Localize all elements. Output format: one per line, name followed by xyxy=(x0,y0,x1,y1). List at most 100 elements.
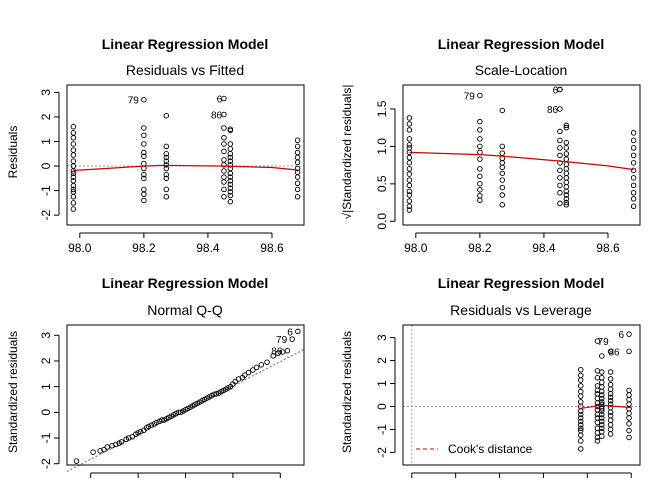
data-point xyxy=(113,441,119,448)
data-point xyxy=(70,141,77,147)
data-point xyxy=(141,171,147,178)
data-point xyxy=(578,411,584,418)
plot-area: 79 6 86 0.0 0.5 1.0 1.5 98.0 98.2 98.4 98.6 xyxy=(375,84,641,255)
data-point xyxy=(141,141,147,147)
data-point xyxy=(557,200,563,207)
residuals-vs-fitted-panel: Linear Regression Model Residuals vs Fit… xyxy=(6,36,305,255)
scale-location-panel: Linear Regression Model Scale-Location √… xyxy=(340,36,641,255)
data-point xyxy=(630,182,637,189)
data-point xyxy=(578,425,584,432)
data-point xyxy=(275,350,281,357)
data-point xyxy=(163,186,170,193)
data-point xyxy=(630,167,637,174)
data-point xyxy=(477,136,483,142)
y-tick-label: 2 xyxy=(375,357,389,364)
data-point xyxy=(557,175,563,181)
data-point xyxy=(70,170,77,177)
y-axis-label: Standardized residuals xyxy=(340,331,354,453)
point-label: 86 xyxy=(547,105,559,116)
data-point xyxy=(599,408,605,414)
data-point xyxy=(141,175,147,182)
data-point xyxy=(221,148,227,155)
data-point xyxy=(594,338,601,344)
data-point xyxy=(563,151,570,157)
data-point xyxy=(578,377,584,383)
data-point xyxy=(607,397,614,404)
data-point xyxy=(221,95,227,102)
data-point xyxy=(295,328,301,335)
point-label: 86 xyxy=(211,110,223,121)
x-tick-label: 98.2 xyxy=(468,241,492,255)
data-point xyxy=(141,125,147,131)
y-tick-label: 0.0 xyxy=(375,213,389,230)
data-point xyxy=(70,124,77,130)
data-point xyxy=(406,127,413,133)
x-tick-label: 98.0 xyxy=(404,241,428,255)
data-point xyxy=(406,136,413,142)
data-point xyxy=(137,428,144,435)
data-point xyxy=(70,152,77,158)
data-point xyxy=(563,192,570,198)
data-point xyxy=(70,200,77,206)
data-point xyxy=(499,150,506,156)
data-point xyxy=(227,181,234,188)
data-point xyxy=(221,135,227,141)
data-point xyxy=(557,167,563,174)
plot-frame xyxy=(402,84,641,226)
data-point xyxy=(578,393,584,399)
data-point xyxy=(284,347,291,354)
data-point xyxy=(607,376,614,382)
data-point xyxy=(253,364,260,371)
data-point xyxy=(599,411,605,418)
data-point xyxy=(626,420,632,427)
data-point xyxy=(70,174,77,180)
x-tick-label: 98.4 xyxy=(196,241,220,255)
data-point xyxy=(289,336,295,342)
data-point xyxy=(406,115,413,121)
y-tick-label: -2 xyxy=(375,447,389,458)
data-point xyxy=(406,188,413,195)
x-tick-label: 98.2 xyxy=(132,241,156,255)
data-point xyxy=(477,181,483,187)
data-point xyxy=(227,198,234,205)
data-point xyxy=(578,432,584,438)
data-point xyxy=(145,423,152,430)
data-point xyxy=(294,143,301,150)
data-point xyxy=(406,177,413,183)
data-point xyxy=(294,137,301,144)
y-axis-label: Standardized residuals xyxy=(6,331,20,453)
data-point xyxy=(232,378,239,385)
data-point xyxy=(626,348,632,355)
data-point xyxy=(213,391,220,397)
point-label: 79 xyxy=(598,337,610,348)
data-point xyxy=(221,125,227,131)
normal-qq-panel: Linear Regression Model Normal Q-Q Stand… xyxy=(6,275,305,478)
data-point xyxy=(607,348,614,355)
data-point xyxy=(245,369,252,376)
data-point xyxy=(406,142,413,148)
data-point xyxy=(557,106,563,112)
plot-area: 79 6 86 -2 -1 0 1 2 3 98.0 98.2 98.4 98.6 xyxy=(39,84,305,255)
data-point xyxy=(104,444,111,450)
point-label: 86 xyxy=(271,347,283,358)
data-point xyxy=(499,164,506,171)
data-point xyxy=(599,388,605,395)
data-point xyxy=(406,160,413,166)
data-point xyxy=(294,174,301,180)
data-point xyxy=(163,158,170,164)
y-tick-label: 1.0 xyxy=(375,138,389,155)
data-point xyxy=(499,177,506,183)
point-label: 79 xyxy=(128,96,140,107)
data-point xyxy=(626,331,632,337)
data-point xyxy=(477,166,483,172)
panel-subtitle: Normal Q-Q xyxy=(147,302,223,318)
legend: Cook's distance xyxy=(416,442,533,456)
data-point xyxy=(630,137,637,144)
data-point xyxy=(499,202,506,208)
panel-title: Linear Regression Model xyxy=(438,275,604,291)
data-point xyxy=(148,422,155,428)
data-point xyxy=(221,168,227,174)
data-point xyxy=(163,154,170,161)
